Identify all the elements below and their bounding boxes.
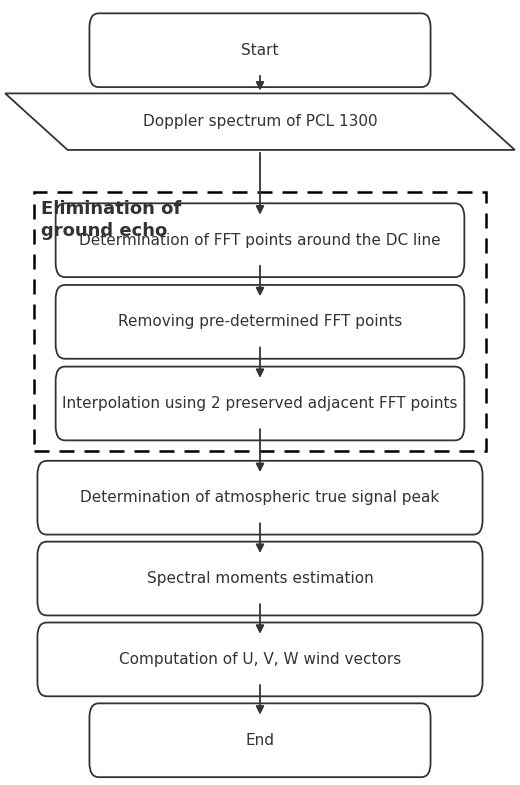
Text: Interpolation using 2 preserved adjacent FFT points: Interpolation using 2 preserved adjacent…	[62, 396, 458, 411]
Text: Computation of U, V, W wind vectors: Computation of U, V, W wind vectors	[119, 652, 401, 667]
FancyBboxPatch shape	[89, 13, 431, 87]
Text: Determination of FFT points around the DC line: Determination of FFT points around the D…	[79, 232, 441, 248]
FancyBboxPatch shape	[37, 623, 483, 696]
FancyBboxPatch shape	[56, 367, 464, 440]
Text: Determination of atmospheric true signal peak: Determination of atmospheric true signal…	[81, 490, 439, 506]
Text: Removing pre-determined FFT points: Removing pre-determined FFT points	[118, 314, 402, 330]
FancyBboxPatch shape	[56, 203, 464, 277]
FancyBboxPatch shape	[37, 461, 483, 535]
Text: Spectral moments estimation: Spectral moments estimation	[147, 571, 373, 586]
FancyBboxPatch shape	[56, 285, 464, 359]
Text: Doppler spectrum of PCL 1300: Doppler spectrum of PCL 1300	[142, 114, 378, 130]
Bar	[34, 192, 486, 451]
Text: Elimination of
ground echo: Elimination of ground echo	[41, 200, 181, 240]
FancyBboxPatch shape	[89, 703, 431, 777]
FancyBboxPatch shape	[37, 542, 483, 615]
Text: Start: Start	[241, 42, 279, 58]
Text: End: End	[245, 732, 275, 748]
Polygon shape	[5, 93, 515, 150]
